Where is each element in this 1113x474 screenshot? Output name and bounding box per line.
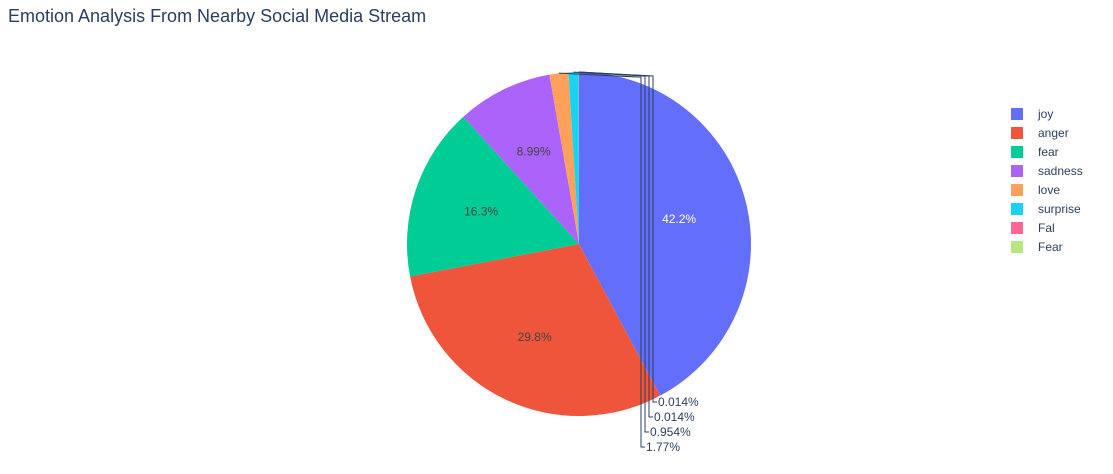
legend: joy anger fear sadness love surprise Fal Fear (1011, 104, 1083, 256)
pie-slice-anger (410, 244, 661, 416)
pie-slice-surprise (568, 72, 579, 244)
legend-item-fear[interactable]: Fear (1011, 237, 1083, 256)
legend-swatch (1011, 145, 1023, 158)
legend-label: surprise (1038, 201, 1081, 216)
chart-title: Emotion Analysis From Nearby Social Medi… (8, 6, 427, 26)
legend-swatch (1011, 126, 1023, 139)
legend-item-joy[interactable]: joy (1011, 104, 1083, 123)
pie-slice-joy (579, 72, 751, 396)
slice-label-fear: 0.014% (658, 395, 699, 409)
legend-item-sadness[interactable]: sadness (1011, 161, 1083, 180)
legend-item-fal[interactable]: Fal (1011, 218, 1083, 237)
legend-item-love[interactable]: love (1011, 180, 1083, 199)
legend-label: Fear (1038, 239, 1063, 254)
legend-item-fear[interactable]: fear (1011, 142, 1083, 161)
legend-label: sadness (1038, 163, 1083, 178)
pie-slice-love (549, 72, 579, 244)
legend-label: Fal (1038, 220, 1055, 235)
pie-slice-sadness (463, 74, 579, 244)
slice-label-joy: 42.2% (662, 212, 696, 226)
legend-swatch (1011, 107, 1023, 120)
slice-label-surprise: 0.954% (650, 425, 691, 439)
slice-label-love: 1.77% (646, 440, 680, 454)
legend-swatch (1011, 240, 1023, 253)
legend-swatch (1011, 221, 1023, 234)
slice-label-fear: 16.3% (464, 204, 498, 218)
slice-label-fal: 0.014% (654, 410, 695, 424)
legend-label: joy (1038, 106, 1054, 121)
legend-label: fear (1038, 144, 1059, 159)
legend-item-surprise[interactable]: surprise (1011, 199, 1083, 218)
legend-item-anger[interactable]: anger (1011, 123, 1083, 142)
slice-label-anger: 29.8% (518, 330, 552, 344)
pie-slice-fear (407, 116, 579, 277)
legend-swatch (1011, 202, 1023, 215)
pie-slices (407, 72, 751, 416)
pie-labels: 42.2%29.8%16.3%8.99%0.014%0.014%0.954%1.… (464, 71, 699, 454)
legend-swatch (1011, 183, 1023, 196)
legend-swatch (1011, 164, 1023, 177)
legend-label: love (1038, 182, 1061, 197)
leader-line-surprise (573, 71, 649, 433)
leader-line-love (558, 72, 645, 448)
slice-label-sadness: 8.99% (517, 144, 551, 158)
legend-label: anger (1038, 125, 1069, 140)
